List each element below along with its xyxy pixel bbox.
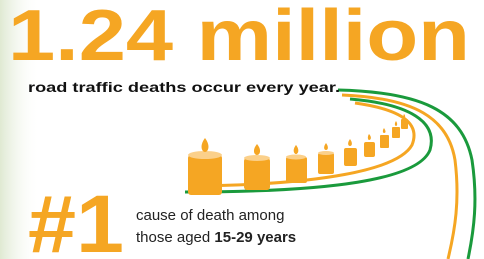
- page: {"headline": {"figure": "1.24 million", …: [0, 0, 484, 259]
- rank-prefix: those aged: [136, 229, 210, 246]
- headline-figure: 1.24 million: [8, 0, 470, 76]
- candle: [392, 121, 400, 138]
- candle: [344, 139, 357, 166]
- candle: [286, 145, 307, 183]
- candles: [188, 114, 408, 195]
- road-line: [342, 95, 457, 259]
- candle: [244, 144, 270, 190]
- candle: [380, 128, 389, 148]
- rank-line: those aged 15-29 years: [136, 229, 296, 246]
- headline-caption: road traffic deaths occur every year.: [28, 79, 340, 95]
- candle: [364, 134, 375, 157]
- candle: [318, 143, 334, 174]
- candle: [188, 138, 222, 195]
- rank-line: cause of death among: [136, 207, 284, 224]
- rank-emphasis: 15-29 years: [214, 229, 296, 246]
- rank-figure: #1: [28, 179, 124, 259]
- infographic: 1.24 million road traffic deaths occur e…: [0, 0, 484, 259]
